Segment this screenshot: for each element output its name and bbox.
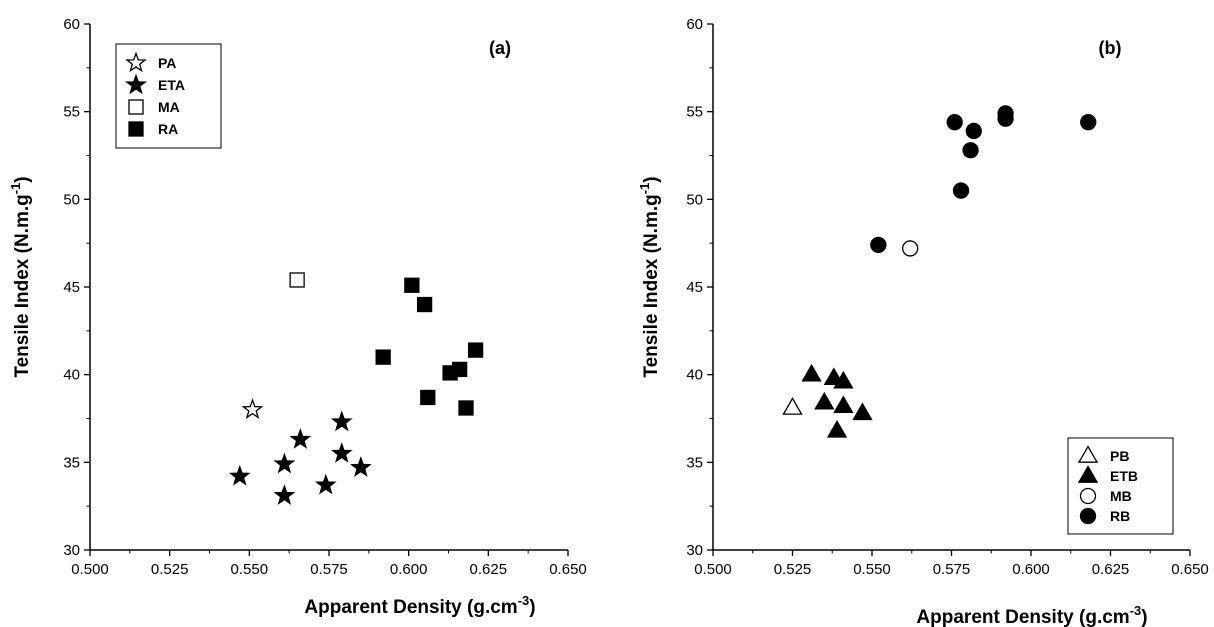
data-point [962, 142, 979, 159]
x-tick-label: 0.575 [310, 561, 348, 578]
x-axis-label: Apparent Density (g.cm-3) [916, 603, 1147, 627]
data-point [273, 484, 296, 505]
data-point [458, 400, 474, 416]
legend-marker [1079, 487, 1097, 505]
legend-label: ETB [1110, 468, 1138, 484]
y-axis-label: Tensile Index (N.m.g-1) [8, 176, 33, 377]
x-tick-label: 0.650 [549, 561, 587, 578]
data-point [330, 410, 353, 432]
y-tick-label: 55 [686, 104, 703, 121]
x-axis-label: Apparent Density (g.cm-3) [304, 593, 535, 618]
data-point [420, 389, 436, 406]
x-tick-label: 0.500 [694, 561, 732, 578]
series-ma [289, 272, 305, 288]
data-point [273, 452, 296, 474]
y-tick-label: 50 [63, 191, 80, 208]
legend-marker [125, 73, 147, 95]
series-rb [870, 105, 1097, 254]
data-point [902, 240, 919, 257]
legend-label: RB [1110, 508, 1130, 524]
legend-marker [1077, 445, 1099, 463]
data-point [404, 277, 420, 293]
x-tick-label: 0.600 [1012, 561, 1050, 578]
y-tick-label: 30 [63, 542, 80, 559]
x-tick-label: 0.550 [231, 561, 269, 578]
series-pb [782, 397, 803, 415]
data-point [946, 114, 963, 131]
legend-label: ETA [158, 77, 185, 93]
legend-marker [1079, 507, 1097, 525]
legend-marker [125, 51, 147, 73]
x-tick-label: 0.500 [71, 561, 109, 578]
legend-marker [128, 121, 144, 137]
data-point [814, 391, 835, 410]
legend-label: MB [1110, 488, 1132, 504]
series-ra [375, 277, 484, 416]
panel-a: 0.500 0.525 0.550 0.575 0.600 0.625 0.650 30 35 4… [8, 16, 587, 618]
legend-label: MA [158, 99, 180, 115]
data-point [782, 397, 803, 415]
data-point [241, 398, 264, 419]
y-tick-label: 50 [686, 191, 703, 208]
panel-label: (a) [489, 38, 511, 58]
data-point [289, 272, 305, 288]
x-tick-label: 0.625 [470, 561, 508, 578]
data-point [852, 402, 873, 421]
data-point [1080, 114, 1097, 131]
data-point [833, 395, 854, 414]
data-point [952, 182, 970, 199]
y-axis-label: Tensile Index (N.m.g-1) [637, 176, 662, 377]
data-point [870, 236, 887, 254]
legend-label: PB [1110, 448, 1129, 464]
series-etb [801, 363, 873, 438]
legend: PA ETA MA RA [115, 43, 222, 149]
y-tick-label: 55 [63, 104, 80, 121]
y-tick-label: 35 [63, 454, 80, 471]
x-tick-label: 0.525 [151, 561, 189, 578]
panel-label: (b) [1099, 38, 1122, 58]
legend: PB ETB MB RB [1067, 437, 1174, 535]
series-eta [228, 410, 372, 505]
y-tick-label: 45 [63, 279, 80, 296]
x-tick-label: 0.650 [1171, 561, 1209, 578]
data-point [289, 428, 312, 449]
data-point [826, 419, 848, 438]
data-point [452, 361, 468, 378]
x-tick-label: 0.600 [390, 561, 428, 578]
series-mb [902, 240, 919, 257]
data-point [833, 370, 854, 389]
data-point [314, 473, 337, 495]
legend-marker [1077, 465, 1099, 483]
y-tick-label: 60 [686, 16, 703, 33]
data-point [965, 122, 982, 140]
x-tick-label: 0.575 [933, 561, 971, 578]
data-point [228, 464, 251, 486]
x-tick-label: 0.625 [1092, 561, 1130, 578]
data-point [997, 110, 1014, 127]
x-tick-label: 0.550 [853, 561, 891, 578]
data-point [416, 296, 433, 313]
y-tick-label: 40 [686, 367, 703, 384]
y-tick-label: 60 [63, 16, 80, 33]
y-tick-label: 30 [686, 542, 703, 559]
data-point [801, 363, 822, 382]
y-tick-label: 35 [686, 454, 703, 471]
data-point [350, 456, 372, 477]
series-pa [241, 398, 264, 419]
data-point [330, 442, 353, 463]
legend-label: RA [158, 121, 178, 137]
panel-b: 0.500 0.525 0.550 0.575 0.600 0.625 0.650 30 35 4… [637, 16, 1209, 627]
x-tick-label: 0.525 [774, 561, 812, 578]
legend-marker [128, 99, 144, 115]
data-point [467, 342, 484, 358]
legend-label: PA [158, 55, 176, 71]
data-point [375, 349, 391, 365]
y-tick-label: 45 [686, 279, 703, 296]
y-tick-label: 40 [63, 367, 80, 384]
